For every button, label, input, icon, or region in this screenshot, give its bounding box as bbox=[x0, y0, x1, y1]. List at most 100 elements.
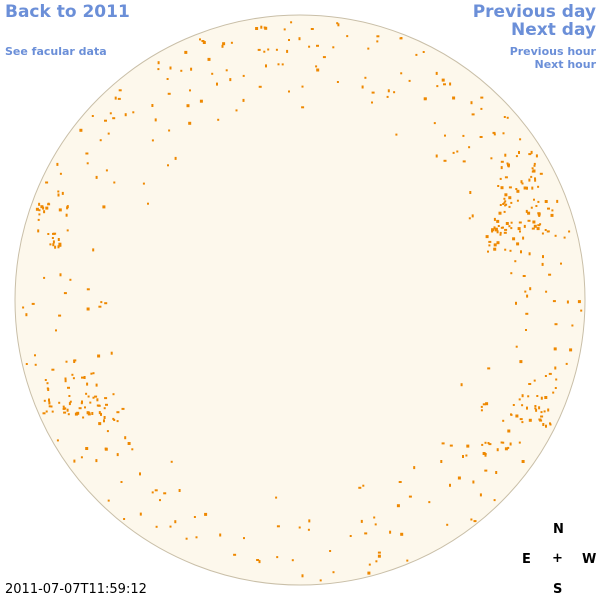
facula-marker bbox=[38, 213, 41, 216]
facula-marker bbox=[336, 22, 339, 25]
facula-marker bbox=[496, 219, 500, 223]
facula-marker bbox=[92, 396, 95, 399]
facula-marker bbox=[532, 169, 536, 173]
facula-marker bbox=[63, 407, 67, 410]
facula-marker bbox=[95, 383, 98, 387]
facula-marker bbox=[367, 47, 370, 50]
facula-marker bbox=[545, 424, 547, 428]
facula-marker bbox=[113, 419, 116, 421]
facula-marker bbox=[45, 410, 48, 413]
facula-marker bbox=[452, 151, 455, 154]
facula-marker bbox=[504, 248, 507, 251]
facula-marker bbox=[118, 89, 122, 92]
facula-marker bbox=[554, 323, 558, 326]
facula-marker bbox=[568, 230, 571, 233]
facula-marker bbox=[549, 423, 552, 426]
facula-marker bbox=[552, 300, 556, 303]
facula-marker bbox=[51, 410, 54, 413]
compass-north-label: N bbox=[553, 522, 564, 537]
faculae-markers bbox=[22, 21, 583, 582]
facula-marker bbox=[116, 420, 119, 423]
facula-marker bbox=[308, 45, 311, 48]
facula-marker bbox=[540, 396, 543, 400]
facula-marker bbox=[521, 460, 525, 463]
see-facular-data-link[interactable]: See facular data bbox=[5, 45, 107, 58]
facula-marker bbox=[493, 217, 496, 221]
facula-marker bbox=[98, 422, 102, 426]
facula-marker bbox=[571, 324, 574, 327]
facula-marker bbox=[319, 579, 322, 582]
facula-marker bbox=[503, 197, 506, 200]
facula-marker bbox=[521, 404, 524, 407]
facula-marker bbox=[104, 302, 108, 305]
facula-marker bbox=[190, 67, 193, 71]
facula-marker bbox=[560, 262, 562, 265]
facula-marker bbox=[364, 532, 368, 535]
compass-west-label: W bbox=[582, 552, 597, 567]
facula-marker bbox=[57, 245, 60, 249]
facula-marker bbox=[47, 233, 50, 235]
back-to-year-link[interactable]: Back to 2011 bbox=[5, 2, 130, 22]
facula-marker bbox=[121, 407, 125, 410]
facula-marker bbox=[516, 189, 520, 193]
facula-marker bbox=[58, 242, 62, 246]
facula-marker bbox=[548, 273, 552, 276]
facula-marker bbox=[521, 421, 524, 424]
compass-east-label: E bbox=[522, 552, 531, 567]
facula-marker bbox=[159, 499, 161, 502]
facula-marker bbox=[44, 379, 47, 381]
facula-marker bbox=[545, 290, 548, 293]
next-day-link[interactable]: Next day bbox=[511, 20, 596, 40]
facula-marker bbox=[151, 104, 154, 107]
facula-marker bbox=[502, 419, 505, 422]
facula-marker bbox=[52, 243, 55, 247]
facula-marker bbox=[530, 150, 533, 154]
facula-marker bbox=[512, 404, 515, 406]
facula-marker bbox=[91, 412, 94, 415]
facula-marker bbox=[79, 128, 83, 132]
facula-marker bbox=[386, 95, 389, 98]
facula-marker bbox=[92, 372, 95, 375]
facula-marker bbox=[99, 139, 102, 142]
facula-marker bbox=[538, 406, 541, 410]
facula-marker bbox=[375, 560, 378, 563]
facula-marker bbox=[34, 363, 37, 366]
facula-marker bbox=[68, 402, 71, 406]
facula-marker bbox=[298, 526, 301, 529]
facula-marker bbox=[37, 229, 40, 233]
facula-marker bbox=[393, 91, 396, 94]
facula-marker bbox=[116, 411, 120, 414]
facula-marker bbox=[131, 448, 134, 451]
facula-marker bbox=[529, 287, 532, 291]
facula-marker bbox=[310, 28, 314, 30]
facula-marker bbox=[64, 377, 67, 380]
facula-marker bbox=[42, 412, 46, 415]
facula-marker bbox=[499, 233, 502, 236]
next-hour-link[interactable]: Next hour bbox=[534, 58, 597, 71]
facula-marker bbox=[57, 190, 60, 193]
facula-marker bbox=[473, 520, 477, 523]
facula-marker bbox=[508, 205, 511, 208]
facula-marker bbox=[523, 224, 526, 228]
facula-marker bbox=[510, 272, 513, 275]
facula-marker bbox=[46, 387, 49, 390]
facula-marker bbox=[258, 85, 262, 88]
facula-marker bbox=[533, 164, 536, 167]
facula-marker bbox=[189, 89, 191, 92]
facula-marker bbox=[544, 229, 547, 231]
facula-marker bbox=[519, 360, 523, 364]
facula-marker bbox=[536, 227, 540, 231]
facula-marker bbox=[509, 442, 512, 446]
facula-marker bbox=[540, 411, 543, 414]
previous-hour-link[interactable]: Previous hour bbox=[509, 45, 596, 58]
facula-marker bbox=[61, 191, 64, 195]
facula-marker bbox=[502, 441, 505, 444]
facula-marker bbox=[515, 345, 518, 348]
facula-marker bbox=[98, 305, 102, 308]
facula-marker bbox=[523, 186, 527, 190]
facula-marker bbox=[277, 63, 280, 66]
facula-marker bbox=[531, 167, 534, 170]
previous-day-link[interactable]: Previous day bbox=[472, 2, 596, 22]
facula-marker bbox=[242, 98, 245, 102]
facula-marker bbox=[504, 200, 507, 203]
